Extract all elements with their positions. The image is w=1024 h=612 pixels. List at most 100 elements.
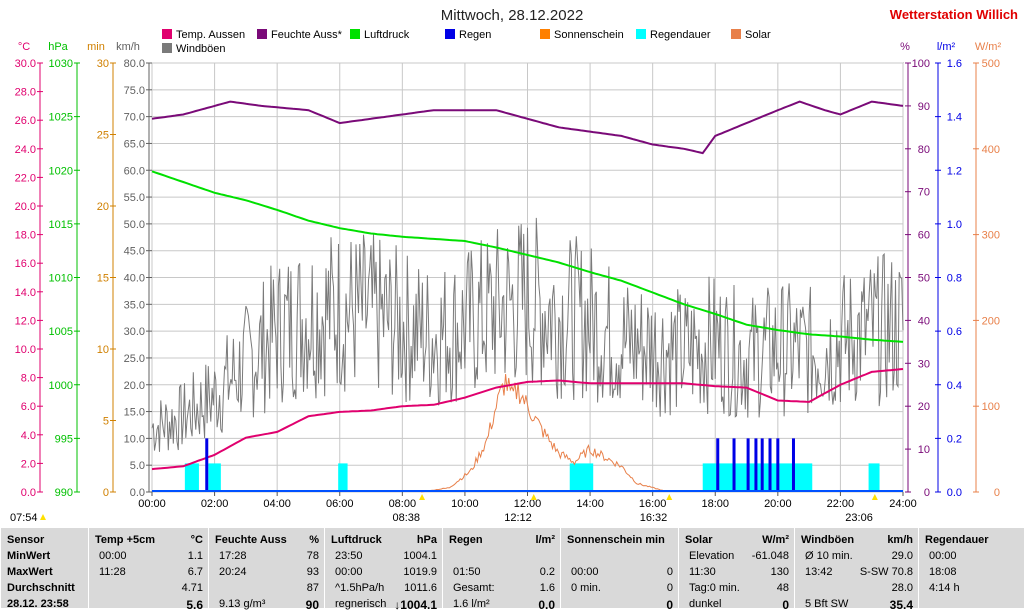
table-cell: 28.12. 23:58 bbox=[7, 598, 69, 610]
table-cell: 20:24 bbox=[219, 566, 247, 578]
marker-noon: 12:12 bbox=[504, 512, 532, 524]
table-cell: 0.2 bbox=[539, 566, 555, 578]
legend-label: Regendauer bbox=[650, 29, 711, 41]
table-cell: 93 bbox=[306, 566, 319, 578]
table-cell: MinWert bbox=[7, 550, 51, 562]
temp-tick-label: 18.0 bbox=[15, 230, 36, 242]
table-cell: Durchschnitt bbox=[7, 582, 75, 594]
table-cell: 78 bbox=[306, 550, 319, 562]
regen-bar bbox=[205, 438, 209, 492]
table-cell: °C bbox=[190, 534, 203, 546]
rain-tick-label: 0.0 bbox=[947, 487, 962, 499]
table-cell: Luftdruck bbox=[331, 534, 382, 546]
legend-label: Feuchte Auss* bbox=[271, 29, 343, 41]
table-cell: 130 bbox=[770, 566, 789, 578]
wind-tick-label: 20.0 bbox=[124, 380, 145, 392]
wind-tick-label: 70.0 bbox=[124, 112, 145, 124]
table-cell: Ø 10 min. bbox=[805, 550, 853, 562]
table-cell: 13:42 bbox=[805, 566, 833, 578]
table-cell: Tag:0 min. bbox=[689, 582, 740, 594]
press-tick-label: 1000 bbox=[49, 380, 73, 392]
wind-tick-label: 15.0 bbox=[124, 407, 145, 419]
sun-icon bbox=[40, 514, 46, 520]
min-tick-label: 0 bbox=[103, 487, 109, 499]
series-temp bbox=[151, 368, 904, 471]
press-tick-label: 1005 bbox=[49, 326, 73, 338]
sun-marker-icon bbox=[419, 494, 426, 500]
table-column: Luftdruck hPa 23:50 1004.1 00:00 1019.9 ^1.5hP… bbox=[324, 528, 443, 612]
temp-tick-label: 24.0 bbox=[15, 144, 36, 156]
x-tick-label: 10:00 bbox=[451, 498, 479, 510]
table-cell: 28.0 bbox=[891, 582, 913, 594]
table-cell: 23:50 bbox=[335, 550, 363, 562]
table-cell: Sonnenschein min bbox=[567, 534, 665, 546]
table-cell: 9.13 g/m³ bbox=[219, 598, 266, 610]
table-cell: % bbox=[309, 534, 319, 546]
temp-tick-label: 28.0 bbox=[15, 87, 36, 99]
legend-swatch bbox=[445, 29, 455, 39]
pct-tick-label: 30 bbox=[918, 358, 930, 370]
press-tick-label: 990 bbox=[55, 487, 73, 499]
table-cell: 6.7 bbox=[187, 566, 203, 578]
wind-tick-label: 25.0 bbox=[124, 353, 145, 365]
table-cell: 35.4 bbox=[889, 598, 913, 612]
min-tick-label: 25 bbox=[97, 130, 109, 142]
table-cell: km/h bbox=[887, 534, 913, 546]
table-column: Sonnenschein min 00:00 0 0 min. 0 0 bbox=[560, 528, 679, 612]
table-cell: Regendauer bbox=[925, 534, 989, 546]
temp-tick-label: 12.0 bbox=[15, 315, 36, 327]
min-tick-label: 5 bbox=[103, 416, 109, 428]
wind-tick-label: 75.0 bbox=[124, 85, 145, 97]
regen-bar bbox=[746, 438, 750, 492]
table-cell: l/m² bbox=[535, 534, 555, 546]
table-cell: Temp +5cm bbox=[95, 534, 156, 546]
table-column: Temp +5cm °C 00:00 1.1 11:28 6.7 4.71 5.6 bbox=[88, 528, 209, 612]
press-axis-unit: hPa bbox=[48, 41, 68, 53]
legend-label: Temp. Aussen bbox=[176, 29, 245, 41]
table-cell: -61.048 bbox=[751, 550, 789, 562]
table-cell: 5 Bft SW bbox=[805, 598, 849, 610]
x-tick-label: 20:00 bbox=[764, 498, 792, 510]
table-cell: Feuchte Auss bbox=[215, 534, 287, 546]
temp-tick-label: 14.0 bbox=[15, 287, 36, 299]
rain-tick-label: 1.6 bbox=[947, 58, 962, 70]
x-tick-label: 16:00 bbox=[639, 498, 667, 510]
table-cell: Windböen bbox=[801, 534, 855, 546]
table-column: Regen l/m² 01:50 0.2 Gesamt: 1.6 1.6 l/m² 0.0 bbox=[442, 528, 561, 612]
min-tick-label: 20 bbox=[97, 201, 109, 213]
table-cell: 11:28 bbox=[99, 566, 126, 578]
table-cell: S-SW 70.8 bbox=[859, 566, 913, 578]
table-cell: hPa bbox=[416, 534, 437, 546]
pct-tick-label: 10 bbox=[918, 444, 930, 456]
table-cell: 1004.1 bbox=[403, 550, 437, 562]
table-cell: ↓1004.1 bbox=[394, 598, 437, 612]
table-cell: 0.0 bbox=[538, 598, 555, 612]
marker-left: 07:54 bbox=[10, 512, 38, 524]
legend-label: Windböen bbox=[176, 43, 226, 55]
table-column: Regendauer 00:00 18:08 4:14 h bbox=[918, 528, 1024, 608]
table-cell: 18:08 bbox=[929, 566, 957, 578]
regen-bar bbox=[760, 438, 764, 492]
table-column: Solar W/m² Elevation -61.048 11:30 130 Tag:0 m… bbox=[678, 528, 795, 612]
table-cell: 1011.6 bbox=[404, 582, 437, 594]
table-cell: 90 bbox=[305, 598, 319, 612]
table-cell: Sensor bbox=[7, 534, 45, 546]
solar-axis-unit: W/m² bbox=[975, 41, 1002, 53]
x-tick-label: 14:00 bbox=[576, 498, 604, 510]
pct-tick-label: 70 bbox=[918, 187, 930, 199]
temp-tick-label: 10.0 bbox=[15, 344, 36, 356]
table-cell: 0 min. bbox=[571, 582, 601, 594]
regendauer-bar bbox=[338, 463, 348, 492]
solar-tick-label: 200 bbox=[982, 315, 1000, 327]
wind-tick-label: 35.0 bbox=[124, 299, 145, 311]
regendauer-bar bbox=[868, 463, 880, 492]
legend-swatch bbox=[350, 29, 360, 39]
table-cell: Solar bbox=[685, 534, 713, 546]
x-tick-label: 06:00 bbox=[326, 498, 354, 510]
table-cell: 00:00 bbox=[929, 550, 957, 562]
temp-tick-label: 8.0 bbox=[21, 373, 36, 385]
wind-tick-label: 55.0 bbox=[124, 192, 145, 204]
x-tick-label: 12:00 bbox=[514, 498, 542, 510]
legend-swatch bbox=[257, 29, 267, 39]
solar-tick-label: 400 bbox=[982, 144, 1000, 156]
